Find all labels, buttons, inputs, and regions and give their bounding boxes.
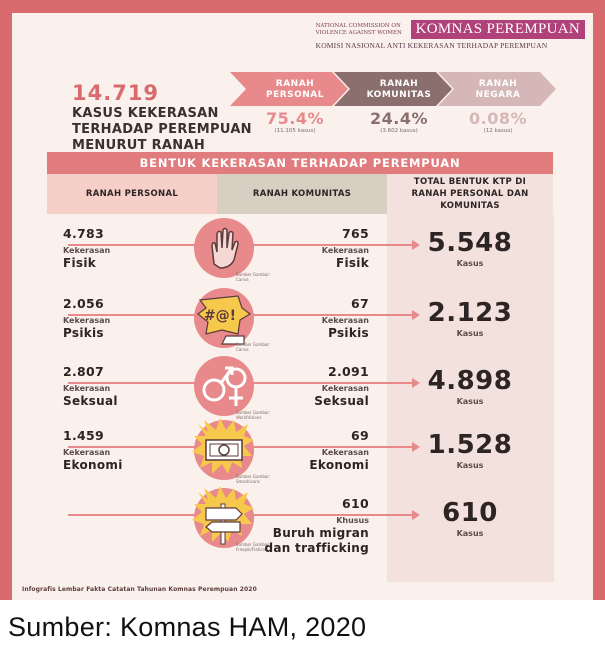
komunitas-label: Seksual <box>314 394 369 408</box>
logo-subtitle: KOMISI NASIONAL ANTI KEKERASAN TERHADAP … <box>315 41 548 50</box>
chevron-label-komunitas: RANAH KOMUNITAS <box>366 79 432 100</box>
money-icon <box>192 418 254 480</box>
total-value: 4.898 <box>427 366 513 396</box>
total-column-bg <box>387 214 554 582</box>
komunitas-label: Psikis <box>328 326 369 340</box>
chevron-label-negara: RANAH NEGARA <box>475 79 521 100</box>
personal-label: Seksual <box>63 394 118 408</box>
total-unit: Kasus <box>456 529 484 538</box>
komunitas-value: 67 <box>351 296 369 311</box>
arrow-head-icon <box>412 240 420 250</box>
personal-prefix: Kekerasan <box>63 448 111 457</box>
total-label: KASUS KEKERASAN TERHADAP PEREMPUAN MENUR… <box>72 106 252 153</box>
image-credit: Sumber Gambar: Smashicons <box>236 474 271 484</box>
image-credit: Sumber Gambar: Canva <box>236 342 271 352</box>
image-credit: Sumber Gambar: WorldVisions <box>236 410 271 420</box>
total-value: 5.548 <box>427 228 513 258</box>
personal-prefix: Kekerasan <box>63 316 111 325</box>
total-unit: Kasus <box>456 397 484 406</box>
personal-label: Psikis <box>63 326 104 340</box>
cases-komunitas: (3.602 kasus) <box>380 128 418 134</box>
komunitas-value: 765 <box>342 226 369 241</box>
arrow-head-icon <box>412 442 420 452</box>
personal-prefix: Kekerasan <box>63 384 111 393</box>
personal-value: 2.807 <box>63 364 105 379</box>
signpost-icon <box>192 486 254 548</box>
total-value: 2.123 <box>427 298 513 328</box>
total-unit: Kasus <box>456 259 484 268</box>
total-unit: Kasus <box>456 329 484 338</box>
logo-name: KOMNAS PEREMPUAN <box>410 20 585 39</box>
komunitas-label: Fisik <box>335 256 369 270</box>
komunitas-label: Ekonomi <box>309 458 369 472</box>
infographic-card: NATIONAL COMMISSION ON VIOLENCE AGAINST … <box>12 13 593 600</box>
personal-label: Fisik <box>63 256 97 270</box>
source-caption: Sumber: Komnas HAM, 2020 <box>8 612 367 642</box>
komnas-logo: NATIONAL COMMISSION ON VIOLENCE AGAINST … <box>316 19 585 50</box>
komunitas-value: 69 <box>351 428 369 443</box>
total-value: 610 <box>442 498 498 528</box>
komunitas-value: 2.091 <box>327 364 369 379</box>
cases-negara: (12 kasus) <box>483 128 513 134</box>
column-head-komunitas: RANAH KOMUNITAS <box>217 174 387 214</box>
komunitas-prefix: Kekerasan <box>321 448 369 457</box>
footer-note: Infografis Lembar Fakta Catatan Tahunan … <box>22 586 257 593</box>
komunitas-value: 610 <box>342 496 369 511</box>
komunitas-prefix: Kekerasan <box>321 384 369 393</box>
personal-value: 2.056 <box>63 296 105 311</box>
speech-bubble-icon: #@! <box>194 288 254 348</box>
image-credit: Sumber Gambar: Freepik/Flaticon <box>236 542 271 552</box>
cases-personal: (11.105 kasus) <box>274 128 316 134</box>
image-credit: Sumber Gambar: Canva <box>236 272 271 282</box>
komunitas-prefix: Khusus <box>336 516 369 525</box>
percent-negara: 0.08% <box>468 109 527 128</box>
komunitas-prefix: Kekerasan <box>321 246 369 255</box>
personal-prefix: Kekerasan <box>63 246 111 255</box>
chevron-shapes <box>230 72 556 106</box>
hand-icon <box>194 218 254 278</box>
svg-text:#@!: #@! <box>204 308 236 324</box>
personal-value: 4.783 <box>63 226 105 241</box>
arrow-head-icon <box>412 510 420 520</box>
total-unit: Kasus <box>456 461 484 470</box>
chevron-label-personal: RANAH PERSONAL <box>265 79 325 100</box>
chevron-komunitas <box>334 72 452 106</box>
percent-komunitas: 24.4% <box>369 109 428 128</box>
arrow-head-icon <box>412 310 420 320</box>
komunitas-label: Buruh migran dan trafficking <box>264 526 369 555</box>
section-banner: BENTUK KEKERASAN TERHADAP PEREMPUAN <box>47 152 553 174</box>
logo-small-text: NATIONAL COMMISSION ON VIOLENCE AGAINST … <box>315 23 402 36</box>
gender-symbols-icon <box>194 356 254 416</box>
total-value: 1.528 <box>427 430 513 460</box>
total-cases: 14.719 <box>72 81 160 105</box>
arrow-head-icon <box>412 378 420 388</box>
personal-label: Ekonomi <box>63 458 123 472</box>
personal-value: 1.459 <box>63 428 105 443</box>
komunitas-prefix: Kekerasan <box>321 316 369 325</box>
chevron-personal <box>230 72 348 106</box>
percent-personal: 75.4% <box>265 109 324 128</box>
chevron-negara <box>438 72 556 106</box>
column-head-personal: RANAH PERSONAL <box>47 174 217 214</box>
column-head-total: TOTAL BENTUK KTP DI RANAH PERSONAL DAN K… <box>387 174 553 214</box>
